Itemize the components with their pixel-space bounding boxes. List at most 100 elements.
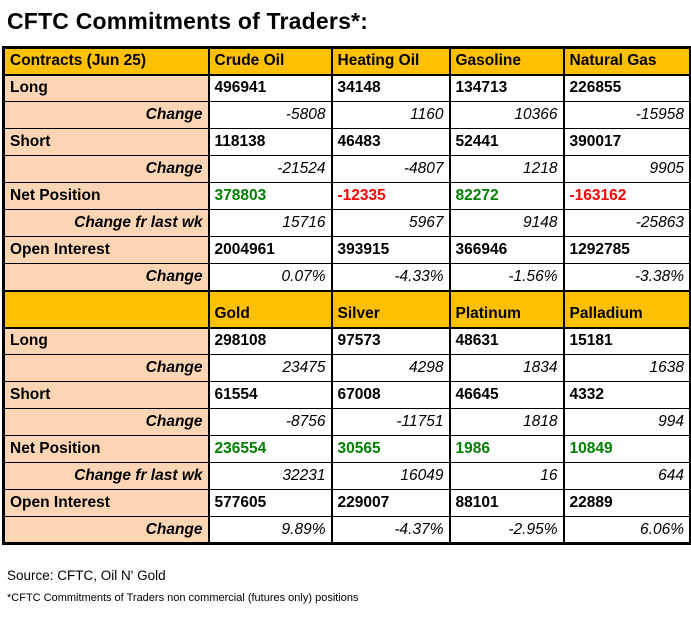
value-cell: 366946 (448, 236, 565, 264)
value-cell: 16 (448, 462, 565, 490)
value-cell: 1218 (448, 155, 565, 183)
row-label: Change (2, 408, 210, 436)
contracts-header-cell (2, 289, 210, 329)
row-label: Short (2, 128, 210, 156)
row-label: Net Position (2, 182, 210, 210)
value-cell: 1834 (448, 354, 565, 382)
commodity-header-cell: Platinum (448, 289, 565, 329)
value-cell: 32231 (207, 462, 333, 490)
value-cell: 23475 (207, 354, 333, 382)
table-row: Change -21524 -4807 1218 9905 (2, 155, 691, 183)
commodity-header-cell: Silver (330, 289, 451, 329)
value-cell: 9905 (562, 155, 691, 183)
row-label: Change (2, 263, 210, 291)
page-title: CFTC Commitments of Traders*: (7, 8, 369, 34)
footnote: *CFTC Commitments of Traders non commerc… (7, 592, 359, 604)
commodity-header-cell: Heating Oil (330, 46, 451, 76)
value-cell: -12335 (330, 182, 451, 210)
cot-table: Contracts (Jun 25) Crude Oil Heating Oil Ga… (2, 46, 691, 545)
value-cell: 67008 (330, 381, 451, 409)
table-row: Short 118138 46483 52441 390017 (2, 128, 691, 156)
value-cell: 378803 (207, 182, 333, 210)
value-cell: -21524 (207, 155, 333, 183)
value-cell: 390017 (562, 128, 691, 156)
value-cell: 496941 (207, 74, 333, 102)
value-cell: 46483 (330, 128, 451, 156)
value-cell: 1986 (448, 435, 565, 463)
report-footer: Source: CFTC, Oil N' Gold *CFTC Commitme… (7, 568, 691, 604)
value-cell: -4.33% (330, 263, 451, 291)
value-cell: 4332 (562, 381, 691, 409)
table-row: Long 298108 97573 48631 15181 (2, 327, 691, 355)
table-row: Change fr last wk 15716 5967 9148 -25863 (2, 209, 691, 237)
value-cell: 2004961 (207, 236, 333, 264)
table-row: Change -8756 -11751 1818 994 (2, 408, 691, 436)
row-label: Long (2, 327, 210, 355)
value-cell: 994 (562, 408, 691, 436)
value-cell: -5808 (207, 101, 333, 129)
row-label: Long (2, 74, 210, 102)
row-label: Change (2, 354, 210, 382)
table-row: Change 23475 4298 1834 1638 (2, 354, 691, 382)
value-cell: 15716 (207, 209, 333, 237)
row-label: Change fr last wk (2, 462, 210, 490)
value-cell: -2.95% (448, 516, 565, 544)
value-cell: 52441 (448, 128, 565, 156)
value-cell: 226855 (562, 74, 691, 102)
row-label: Open Interest (2, 236, 210, 264)
value-cell: 118138 (207, 128, 333, 156)
value-cell: 15181 (562, 327, 691, 355)
table-row: Open Interest 2004961 393915 366946 1292785 (2, 236, 691, 264)
table-row: Open Interest 577605 229007 88101 22889 (2, 489, 691, 517)
value-cell: 22889 (562, 489, 691, 517)
value-cell: 30565 (330, 435, 451, 463)
value-cell: -3.38% (562, 263, 691, 291)
value-cell: 97573 (330, 327, 451, 355)
value-cell: 46645 (448, 381, 565, 409)
row-label: Change (2, 516, 210, 544)
value-cell: -4.37% (330, 516, 451, 544)
value-cell: 16049 (330, 462, 451, 490)
table-row: Change 9.89% -4.37% -2.95% 6.06% (2, 516, 691, 544)
table-row: Change -5808 1160 10366 -15958 (2, 101, 691, 129)
row-label: Change fr last wk (2, 209, 210, 237)
value-cell: 34148 (330, 74, 451, 102)
value-cell: 1160 (330, 101, 451, 129)
cot-table-body: Contracts (Jun 25) Crude Oil Heating Oil Ga… (2, 46, 691, 544)
value-cell: 0.07% (207, 263, 333, 291)
commodity-header-cell: Gasoline (448, 46, 565, 76)
commodity-header-cell: Natural Gas (562, 46, 691, 76)
value-cell: 4298 (330, 354, 451, 382)
row-label: Net Position (2, 435, 210, 463)
table-row: Net Position 236554 30565 1986 10849 (2, 435, 691, 463)
value-cell: 10849 (562, 435, 691, 463)
value-cell: -11751 (330, 408, 451, 436)
value-cell: 10366 (448, 101, 565, 129)
source-line: Source: CFTC, Oil N' Gold (7, 568, 166, 583)
row-label: Change (2, 101, 210, 129)
value-cell: 5967 (330, 209, 451, 237)
value-cell: 1292785 (562, 236, 691, 264)
value-cell: -25863 (562, 209, 691, 237)
commodity-header-cell: Crude Oil (207, 46, 333, 76)
table-row: Net Position 378803 -12335 82272 -163162 (2, 182, 691, 210)
value-cell: -1.56% (448, 263, 565, 291)
value-cell: 6.06% (562, 516, 691, 544)
value-cell: 1638 (562, 354, 691, 382)
value-cell: 236554 (207, 435, 333, 463)
value-cell: -163162 (562, 182, 691, 210)
commodity-header-cell: Palladium (562, 289, 691, 329)
value-cell: 1818 (448, 408, 565, 436)
value-cell: 229007 (330, 489, 451, 517)
value-cell: 48631 (448, 327, 565, 355)
value-cell: 88101 (448, 489, 565, 517)
value-cell: 644 (562, 462, 691, 490)
value-cell: 393915 (330, 236, 451, 264)
row-label: Open Interest (2, 489, 210, 517)
table-row: Long 496941 34148 134713 226855 (2, 74, 691, 102)
value-cell: -4807 (330, 155, 451, 183)
value-cell: 61554 (207, 381, 333, 409)
value-cell: 9.89% (207, 516, 333, 544)
table-row: Change 0.07% -4.33% -1.56% -3.38% (2, 263, 691, 291)
